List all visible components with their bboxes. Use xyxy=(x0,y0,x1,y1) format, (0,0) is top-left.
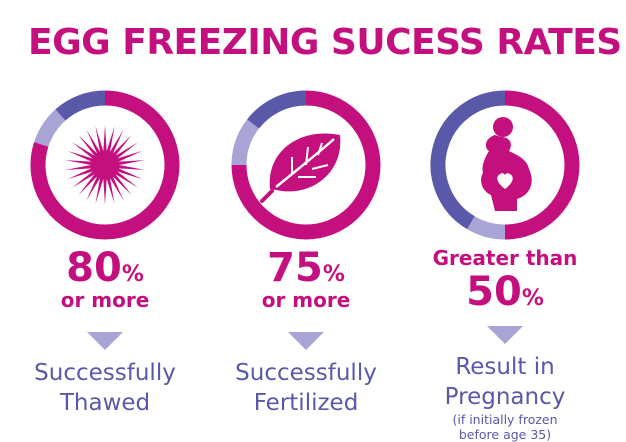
label-line: Result in Pregnancy xyxy=(444,354,566,410)
note-line: (if initially frozen xyxy=(452,412,558,427)
donut-chart xyxy=(30,90,180,240)
donut-remainder-dark xyxy=(430,90,506,230)
page-title: EGG FREEZING SUCESS RATES xyxy=(28,22,622,63)
donut-remainder-light xyxy=(231,119,260,166)
down-arrow-icon xyxy=(87,332,123,350)
label-line: Thawed xyxy=(59,390,151,416)
percentage-value: 80 xyxy=(66,245,122,291)
note-line: before age 35) xyxy=(458,427,552,442)
percent-sign: % xyxy=(121,262,144,287)
stat-label: Result in Pregnancy xyxy=(400,352,610,412)
donut-remainder-light xyxy=(467,216,506,240)
down-arrow-icon xyxy=(487,326,523,344)
donut-value-segment xyxy=(30,90,180,240)
percent-sign: % xyxy=(322,262,345,287)
donut-value-segment xyxy=(504,90,580,240)
stat-label: Successfully Fertilized xyxy=(206,358,406,418)
donut-remainder-dark xyxy=(247,90,307,129)
label-line: Fertilized xyxy=(253,390,359,416)
leaf-icon xyxy=(260,133,341,203)
stat-thawed: 80% or more Successfully Thawed xyxy=(5,88,205,418)
stat-fertilized: 75% or more Successfully Fertilized xyxy=(206,88,406,418)
donut-remainder-light xyxy=(34,109,66,147)
qualifier: or more xyxy=(60,288,150,312)
footnote: (if initially frozen before age 35) xyxy=(400,412,610,442)
donut-value-segment xyxy=(231,90,381,240)
donut-chart xyxy=(430,90,580,240)
stat-pregnancy: Greater than 50% Result in Pregnancy (if… xyxy=(400,88,610,442)
starburst-icon xyxy=(65,125,145,205)
donut-chart xyxy=(231,90,381,240)
down-arrow-icon xyxy=(288,332,324,350)
percentage-value: 50 xyxy=(466,269,522,315)
donut-remainder-dark xyxy=(55,90,106,121)
pregnant-woman-icon xyxy=(481,117,532,211)
qualifier: Greater than xyxy=(432,246,578,270)
stat-label: Successfully Thawed xyxy=(5,358,205,418)
label-line: Successfully xyxy=(235,360,377,386)
qualifier: or more xyxy=(261,288,351,312)
label-line: Successfully xyxy=(34,360,176,386)
percentage-value: 75 xyxy=(267,245,323,291)
percent-sign: % xyxy=(521,286,544,311)
